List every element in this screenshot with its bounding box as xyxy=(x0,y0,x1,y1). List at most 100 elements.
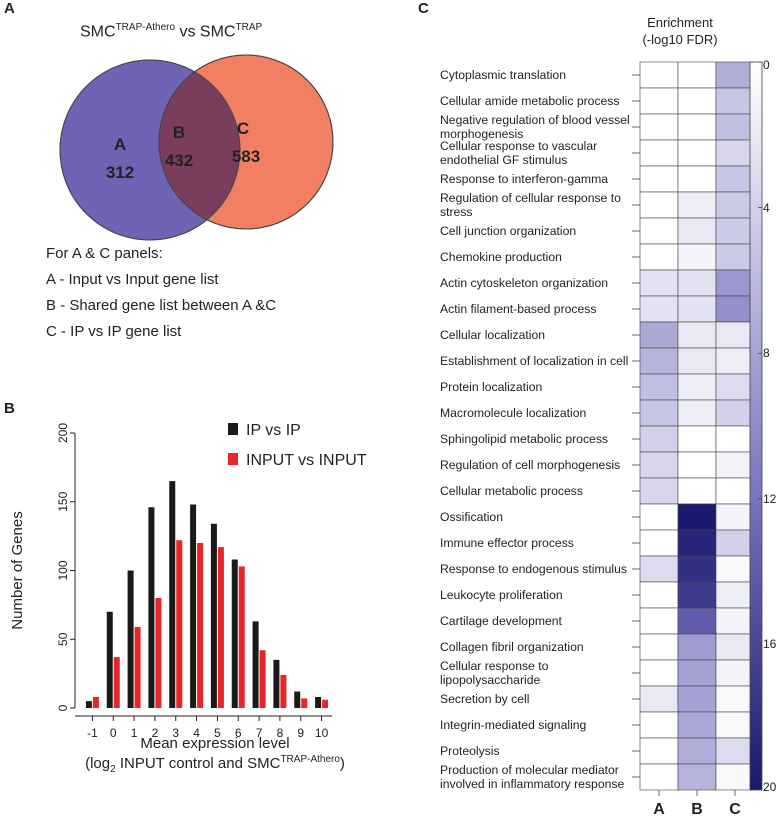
bar-input-vs-input xyxy=(322,699,329,708)
heatmap-row-label: Cytoplasmic translation xyxy=(440,68,566,82)
bar-ip-vs-ip xyxy=(127,570,134,708)
heatmap-column-label: A xyxy=(653,801,665,818)
heatmap-cell xyxy=(715,659,755,687)
heatmap-row-label: Chemokine production xyxy=(440,250,562,264)
bar-input-vs-input xyxy=(92,697,99,708)
heatmap-cell xyxy=(715,425,755,453)
heatmap-cell xyxy=(639,243,679,271)
bar-ip-vs-ip xyxy=(190,504,197,708)
heatmap-cell xyxy=(639,737,679,765)
x-tick-label: -1 xyxy=(87,726,98,740)
heatmap-cell xyxy=(715,503,755,531)
heatmap-cell xyxy=(715,269,755,297)
x-tick-label: 9 xyxy=(297,726,304,740)
heatmap-cell xyxy=(639,61,679,89)
heatmap-cell xyxy=(715,685,755,713)
heatmap-cell xyxy=(715,711,755,739)
heatmap-cell xyxy=(639,477,679,505)
heatmap-cell xyxy=(715,165,755,193)
venn-legend-b: B - Shared gene list between A &C xyxy=(46,297,277,314)
heatmap-cell xyxy=(639,711,679,739)
heatmap-cell xyxy=(715,243,755,271)
heatmap-cell xyxy=(677,243,717,271)
venn-region-a-count: 312 xyxy=(106,163,134,182)
x-tick-label: 5 xyxy=(214,726,221,740)
heatmap-cell xyxy=(639,399,679,427)
x-axis-title: Mean expression level (log2 INPUT contro… xyxy=(50,735,380,775)
colorbar-tick-label: 16 xyxy=(763,637,777,652)
heatmap-cell xyxy=(677,399,717,427)
heatmap-cell xyxy=(639,633,679,661)
heatmap-cell xyxy=(677,529,717,557)
bar-ip-vs-ip xyxy=(148,507,155,708)
heatmap-row-label: Cellular metabolic process xyxy=(440,484,583,498)
heatmap-cell xyxy=(715,451,755,479)
heatmap-row-label: Regulation of cell morphogenesis xyxy=(440,458,621,472)
legend-label: INPUT vs INPUT xyxy=(246,452,367,469)
y-tick-label: 100 xyxy=(56,560,70,580)
bar-ip-vs-ip xyxy=(85,701,92,708)
heatmap-cell xyxy=(677,373,717,401)
heatmap-cell xyxy=(639,165,679,193)
bar-ip-vs-ip xyxy=(106,611,113,708)
colorbar xyxy=(749,61,763,791)
heatmap-title: Enrichment (-log10 FDR) xyxy=(642,15,718,47)
venn-region-b-label: B xyxy=(173,123,185,142)
y-tick-label: 200 xyxy=(56,423,70,443)
heatmap-row-label: Cellular response to vascular endothelia… xyxy=(440,139,598,167)
heatmap-cell xyxy=(715,607,755,635)
heatmap-cell xyxy=(677,607,717,635)
heatmap-cell xyxy=(639,529,679,557)
heatmap-row-label: Establishment of localization in cell xyxy=(440,354,629,368)
heatmap-cell xyxy=(715,295,755,323)
heatmap-row-label: Collagen fibril organization xyxy=(440,640,584,654)
heatmap-cell xyxy=(715,61,755,89)
bar-input-vs-input xyxy=(280,675,287,708)
heatmap-row-label: Leukocyte proliferation xyxy=(440,588,563,602)
heatmap-row-label: Cellular amide metabolic process xyxy=(440,94,620,108)
x-axis-title-line2: (log2 INPUT control and SMCTRAP-Athero) xyxy=(85,754,345,775)
heatmap-cell xyxy=(677,61,717,89)
y-tick-label: 150 xyxy=(56,491,70,511)
x-tick-label: 8 xyxy=(277,726,284,740)
heatmap-cell xyxy=(677,425,717,453)
heatmap-cell xyxy=(715,763,755,791)
x-tick-label: 2 xyxy=(152,726,159,740)
bar-input-vs-input xyxy=(113,657,120,708)
heatmap-cell xyxy=(677,217,717,245)
heatmap-cell xyxy=(677,503,717,531)
venn-region-b-count: 432 xyxy=(165,151,193,170)
x-tick-label: 10 xyxy=(315,726,329,740)
panel-label-a: A xyxy=(4,0,15,17)
heatmap-cell xyxy=(677,295,717,323)
venn-region-c-label: C xyxy=(237,119,249,138)
bar-input-vs-input xyxy=(197,543,204,708)
heatmap-row-label: Ossification xyxy=(440,510,503,524)
heatmap-cell xyxy=(677,139,717,167)
heatmap-cell xyxy=(715,399,755,427)
panel-label-b: B xyxy=(4,400,15,417)
venn-legend-c: C - IP vs IP gene list xyxy=(46,323,182,340)
x-tick-label: 4 xyxy=(193,726,200,740)
heatmap-cell xyxy=(639,113,679,141)
y-axis-title: Number of Genes xyxy=(9,511,26,629)
heatmap-cell xyxy=(677,113,717,141)
heatmap-row-label: Sphingolipid metabolic process xyxy=(440,432,609,446)
heatmap-cell xyxy=(677,659,717,687)
heatmap-cell xyxy=(639,607,679,635)
legend-label: IP vs IP xyxy=(246,422,301,439)
heatmap-cell xyxy=(677,737,717,765)
heatmap-cell xyxy=(677,269,717,297)
heatmap-cell xyxy=(677,191,717,219)
bar-input-vs-input xyxy=(217,547,224,708)
heatmap-row-label: Proteolysis xyxy=(440,744,500,758)
bar-ip-vs-ip xyxy=(315,697,322,708)
heatmap-cell xyxy=(639,295,679,323)
x-tick-label: 1 xyxy=(131,726,138,740)
heatmap-cell xyxy=(715,191,755,219)
heatmap-row-label: Negative regulation of blood vessel morp… xyxy=(440,113,630,141)
heatmap-row-label: Protein localization xyxy=(440,380,543,394)
heatmap-cell xyxy=(639,139,679,167)
heatmap-cell xyxy=(639,451,679,479)
y-tick-label: 50 xyxy=(56,632,70,646)
